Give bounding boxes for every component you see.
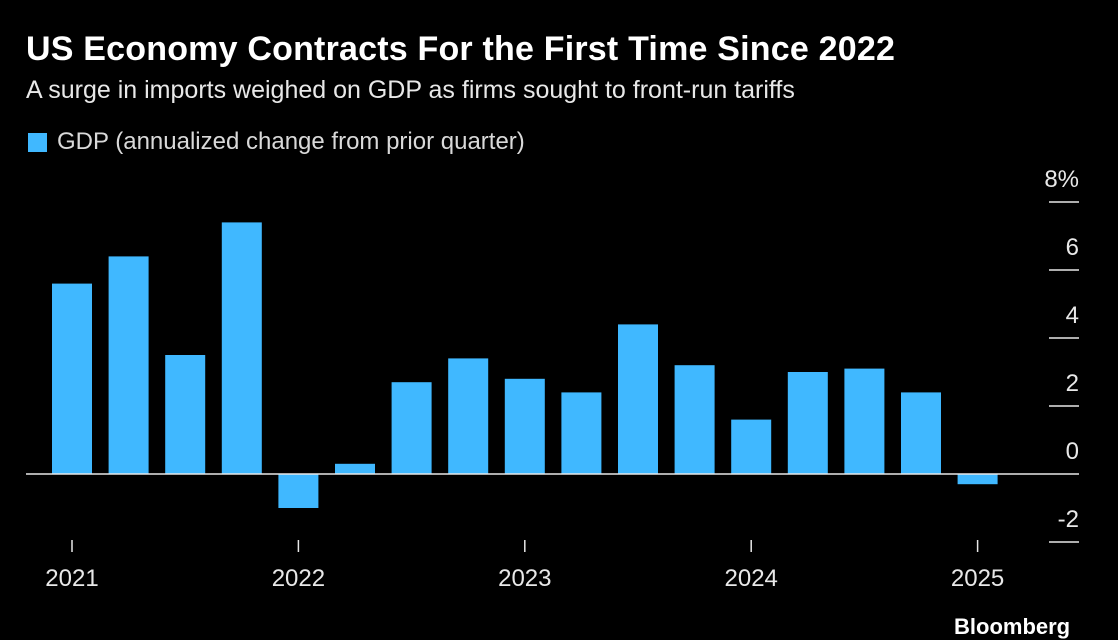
bar-2024-q4 [901,392,941,474]
bar-2022-q4 [448,358,489,474]
y-tick-label: 2 [1066,370,1079,397]
bar-2023-q4 [674,365,715,474]
bar-2021-q3 [165,355,206,474]
legend: GDP (annualized change from prior quarte… [28,128,525,156]
chart-title: US Economy Contracts For the First Time … [26,30,896,68]
bar-2024-q3 [844,368,885,474]
bar-2022-q3 [391,382,432,474]
y-tick-label: 8% [1044,166,1079,193]
legend-label: GDP (annualized change from prior quarte… [57,128,525,155]
bar-2025-q1 [957,474,998,485]
x-tick-label: 2024 [725,565,778,592]
bloomberg-logo: Bloomberg [954,614,1071,639]
bar-2021-q1 [52,283,92,474]
bar-2021-q2 [108,256,149,474]
y-tick-label: 6 [1066,234,1079,261]
y-tick-label: 4 [1066,302,1079,329]
y-tick-label: 0 [1066,438,1079,465]
bar-2023-q1 [504,378,545,474]
bar-2022-q1 [278,474,319,508]
x-tick-label: 2023 [498,565,551,592]
x-tick-label: 2021 [45,565,98,592]
bar-2022-q2 [335,463,375,474]
x-tick-label: 2022 [272,565,325,592]
legend-swatch [28,132,47,152]
bar-2023-q2 [561,392,602,474]
bar-2023-q3 [618,324,658,474]
y-tick-label: -2 [1058,506,1079,533]
bar-2021-q4 [221,222,262,474]
x-tick-label: 2025 [951,565,1004,592]
bar-2024-q1 [731,419,772,474]
bar-2024-q2 [787,372,828,474]
chart-subtitle: A surge in imports weighed on GDP as fir… [26,76,795,104]
